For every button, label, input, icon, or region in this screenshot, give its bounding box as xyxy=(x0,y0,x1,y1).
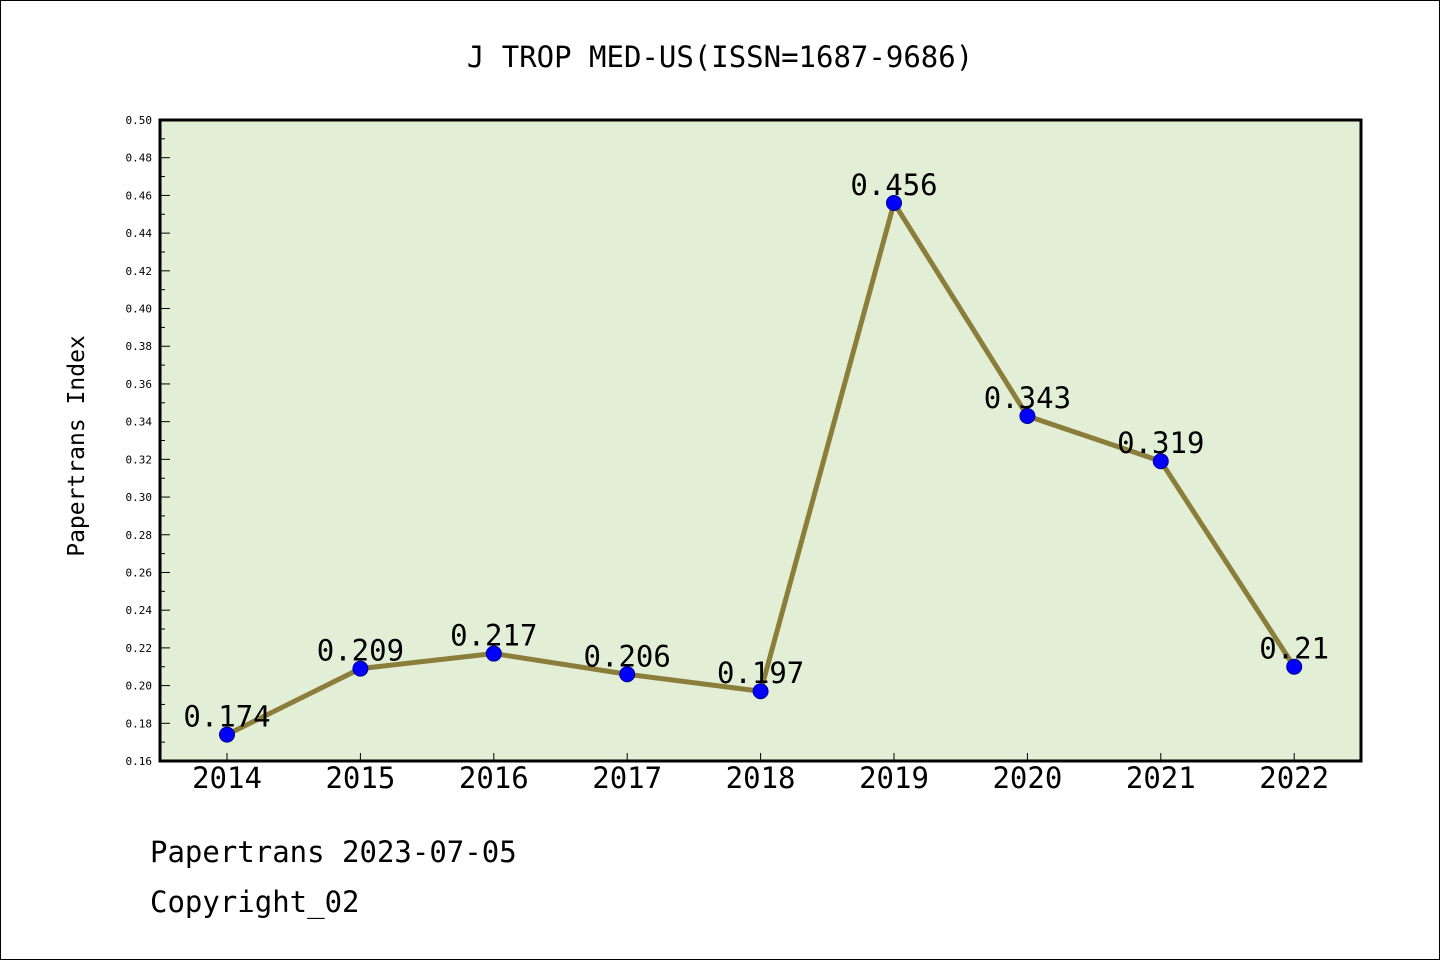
x-tick-label: 2015 xyxy=(325,761,395,795)
y-tick-label: 0.20 xyxy=(126,680,153,693)
y-tick-label: 0.42 xyxy=(126,265,153,278)
data-label: 0.319 xyxy=(1117,426,1204,460)
data-labels: 0.174 0.209 0.217 0.206 0.197 0.456 0.343 0.319… xyxy=(183,168,1329,734)
y-tick-label: 0.40 xyxy=(126,303,153,316)
x-tick-label: 2017 xyxy=(592,761,662,795)
data-point xyxy=(485,645,502,662)
y-axis-label: Papertrans Index xyxy=(64,335,90,557)
x-tick-label: 2016 xyxy=(459,761,529,795)
y-tick-label: 0.22 xyxy=(126,642,153,655)
y-tick-label: 0.32 xyxy=(126,453,153,466)
x-tick-label: 2021 xyxy=(1126,761,1196,795)
plot-border xyxy=(158,118,1363,763)
y-tick-label: 0.16 xyxy=(126,755,153,768)
x-tick-label: 2019 xyxy=(859,761,929,795)
data-label: 0.197 xyxy=(717,656,804,690)
axis-ticks: 0.16 0.18 0.20 0.22 0.24 0.26 0.28 0.30 0.32 0.34… xyxy=(126,114,1330,795)
y-tick-label: 0.46 xyxy=(126,189,153,202)
data-point xyxy=(752,683,769,700)
x-tick-label: 2022 xyxy=(1259,761,1329,795)
plot-area xyxy=(160,120,1361,761)
y-tick-label: 0.24 xyxy=(126,604,153,617)
y-tick-label: 0.50 xyxy=(126,114,153,127)
data-label: 0.206 xyxy=(584,639,671,673)
data-label: 0.217 xyxy=(450,619,537,653)
y-tick-label: 0.36 xyxy=(126,378,153,391)
x-tick-label: 2018 xyxy=(726,761,796,795)
y-tick-label: 0.26 xyxy=(126,566,153,579)
y-tick-label: 0.38 xyxy=(126,340,153,353)
data-label: 0.174 xyxy=(183,700,270,734)
y-tick-label: 0.34 xyxy=(126,416,153,429)
data-point xyxy=(886,194,902,211)
y-tick-label: 0.48 xyxy=(126,152,153,165)
data-markers xyxy=(219,194,1303,743)
data-point xyxy=(352,660,369,677)
data-point xyxy=(219,726,235,743)
data-label: 0.21 xyxy=(1259,632,1329,666)
y-tick-label: 0.28 xyxy=(126,529,153,542)
chart-title: J TROP MED-US(ISSN=1687-9686) xyxy=(467,40,973,74)
x-tick-label: 2020 xyxy=(992,761,1062,795)
y-tick-label: 0.44 xyxy=(126,227,153,240)
data-point xyxy=(1152,453,1169,470)
y-tick-label: 0.30 xyxy=(126,491,153,504)
data-label: 0.343 xyxy=(984,381,1071,415)
data-label: 0.209 xyxy=(317,634,404,668)
data-point xyxy=(619,666,636,683)
y-tick-label: 0.18 xyxy=(126,717,153,730)
footer-copyright-text: Copyright_02 xyxy=(150,885,360,919)
footer-date-text: Papertrans 2023-07-05 xyxy=(150,835,517,869)
data-point xyxy=(1019,407,1036,424)
data-point xyxy=(1286,658,1303,675)
x-tick-label: 2014 xyxy=(192,761,262,795)
data-label: 0.456 xyxy=(850,168,937,202)
